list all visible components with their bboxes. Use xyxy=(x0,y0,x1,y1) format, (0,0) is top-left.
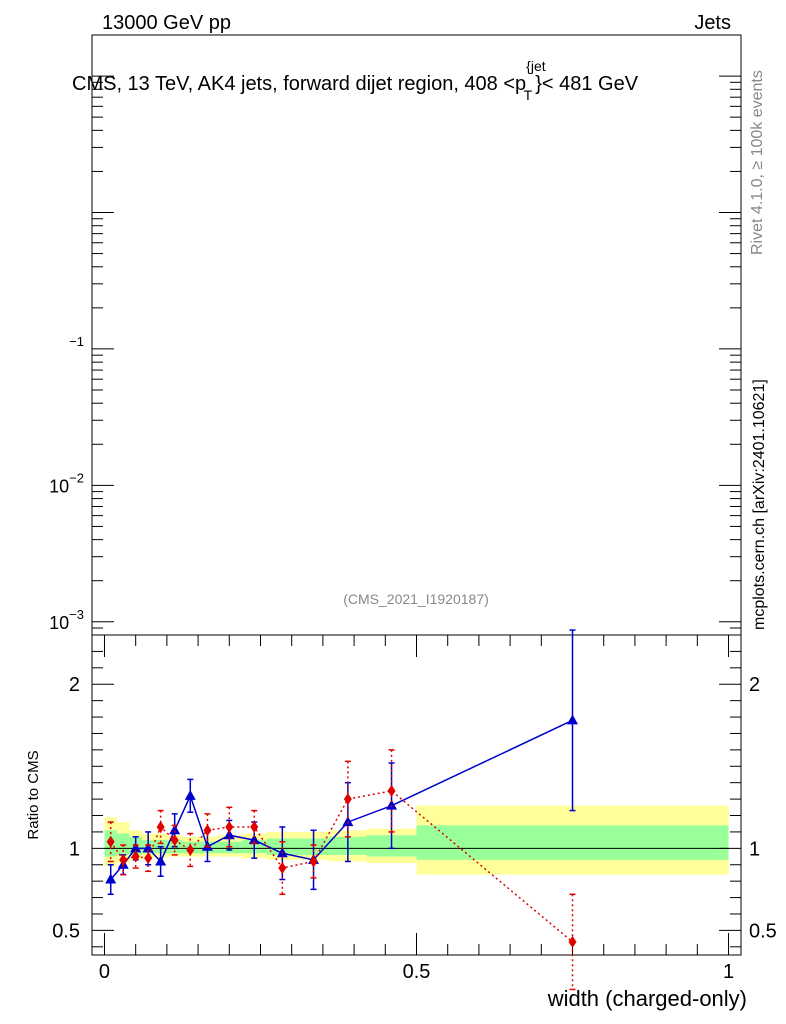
main-y-tick-label: −1 xyxy=(69,334,84,349)
series-line xyxy=(110,790,573,943)
ratio-y-tick-label: 1 xyxy=(69,838,80,860)
ratio-y-tick-label-right: 0.5 xyxy=(749,920,777,942)
data-point xyxy=(156,821,165,833)
data-point xyxy=(248,834,260,845)
data-point xyxy=(342,816,354,827)
ratio-y-tick-label: 0.5 xyxy=(52,920,80,942)
data-point xyxy=(184,789,196,800)
ratio-y-axis-label: Ratio to CMS xyxy=(25,750,42,839)
main-y-tick-label: 10−2 xyxy=(49,470,84,496)
plot-title: CMS, 13 TeV, AK4 jets, forward dijet reg… xyxy=(72,58,639,103)
data-point xyxy=(387,784,396,797)
analysis-watermark: (CMS_2021_I1920187) xyxy=(343,591,489,607)
data-point xyxy=(568,935,577,948)
data-point xyxy=(225,821,234,833)
data-point xyxy=(343,793,352,806)
data-point xyxy=(169,824,181,835)
data-point xyxy=(186,843,195,856)
mcplots-credit-label: mcplots.cern.ch [arXiv:2401.10621] xyxy=(751,379,768,630)
data-point xyxy=(203,824,212,837)
band-green xyxy=(416,825,729,860)
ratio-y-tick-label: 2 xyxy=(69,674,80,696)
ratio-y-tick-label-right: 1 xyxy=(749,838,760,860)
data-point xyxy=(155,855,167,866)
data-point xyxy=(131,850,140,863)
data-point xyxy=(130,842,142,853)
data-point xyxy=(119,853,128,866)
data-point xyxy=(567,714,579,725)
rivet-version-label: Rivet 4.1.0, ≥ 100k events xyxy=(749,70,766,255)
x-tick-label: 1 xyxy=(723,961,734,983)
data-point xyxy=(309,855,318,868)
data-point xyxy=(170,834,179,847)
main-y-tick-label: 10−3 xyxy=(49,607,84,633)
series-generator-red xyxy=(106,749,577,991)
main-panel-frame xyxy=(91,34,742,636)
ratio-y-tick-label-right: 2 xyxy=(749,674,760,696)
x-axis-label: width (charged-only) xyxy=(547,986,747,1011)
main-y-axis-ticks: −1 10−2 10−3 xyxy=(49,34,741,636)
data-point xyxy=(106,835,115,848)
data-point xyxy=(278,862,287,875)
ratio-series xyxy=(105,629,579,991)
data-point xyxy=(144,852,153,865)
data-point xyxy=(250,821,259,833)
data-point xyxy=(386,799,398,810)
data-point xyxy=(105,873,117,884)
band-green xyxy=(116,833,130,855)
ratio-axis-ticks: 0.5 0.5 1 1 2 2 0 0.5 1 xyxy=(52,635,777,983)
beam-label: 13000 GeV pp xyxy=(102,12,231,34)
process-label: Jets xyxy=(694,12,731,34)
x-tick-label: 0 xyxy=(99,961,110,983)
x-tick-label: 0.5 xyxy=(403,961,431,983)
